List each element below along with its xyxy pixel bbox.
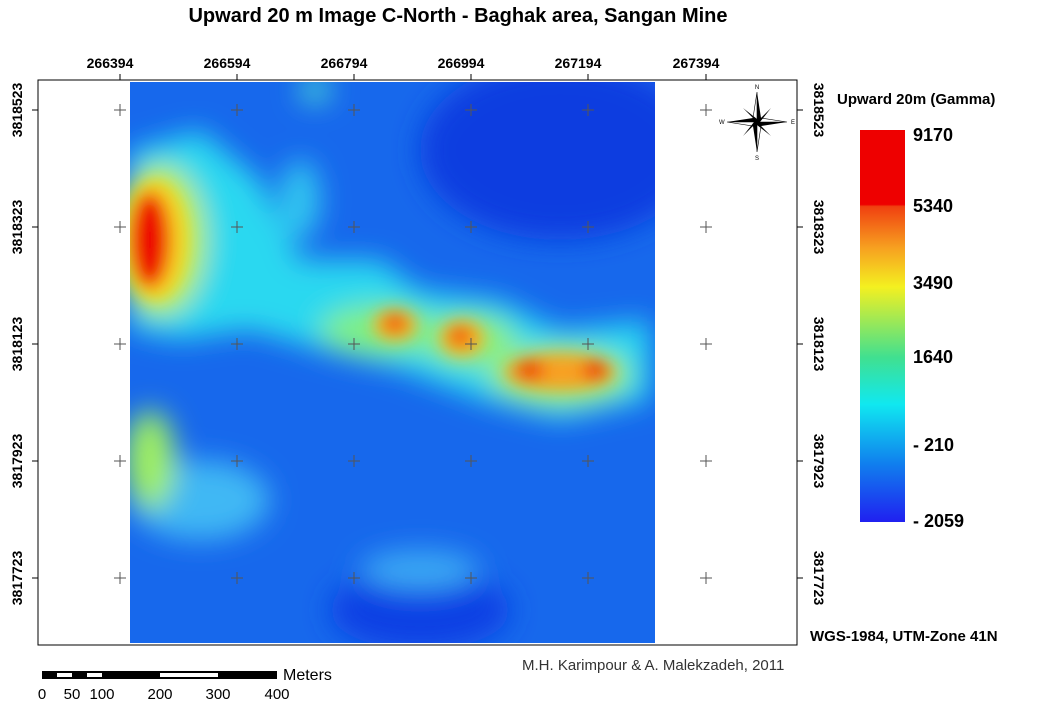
- grid-cross: [582, 455, 594, 467]
- scale-label: 400: [264, 686, 289, 703]
- left-coordinate: 3818523: [9, 83, 25, 138]
- north-arrow: N S E W: [719, 85, 795, 162]
- right-coordinate: 3818523: [811, 83, 827, 138]
- grid-cross: [348, 572, 360, 584]
- legend-label: - 210: [913, 435, 954, 455]
- right-coordinate: 3817723: [811, 551, 827, 606]
- right-coordinate: 3818123: [811, 317, 827, 372]
- scale-unit: Meters: [283, 667, 332, 684]
- left-coordinate: 3818323: [9, 200, 25, 255]
- grid-cross: [231, 104, 243, 116]
- left-coordinate: 3817723: [9, 551, 25, 606]
- grid-cross: [700, 104, 712, 116]
- grid-cross: [231, 221, 243, 233]
- gamma-image: [130, 82, 655, 643]
- scale-label: 200: [147, 686, 172, 703]
- grid-cross: [582, 338, 594, 350]
- grid-cross: [700, 221, 712, 233]
- top-coordinate: 266594: [204, 55, 251, 71]
- west-label: W: [719, 120, 725, 126]
- grid-cross: [114, 338, 126, 350]
- grid-cross: [465, 338, 477, 350]
- top-coordinate: 267194: [555, 55, 602, 71]
- left-coordinate: 3817923: [9, 434, 25, 489]
- legend-title: Upward 20m (Gamma): [837, 91, 995, 108]
- grid-cross: [700, 572, 712, 584]
- grid-cross: [700, 338, 712, 350]
- scale-bar: Meters: [42, 667, 332, 684]
- grid-cross: [465, 221, 477, 233]
- scale-label: 300: [205, 686, 230, 703]
- top-coordinate: 266394: [87, 55, 134, 71]
- grid-cross: [582, 572, 594, 584]
- grid-cross: [114, 572, 126, 584]
- grid-cross: [348, 455, 360, 467]
- grid-cross: [465, 104, 477, 116]
- grid-cross: [231, 338, 243, 350]
- scale-label: 0: [38, 686, 46, 703]
- scale-label: 100: [89, 686, 114, 703]
- grid-cross: [231, 572, 243, 584]
- projection: WGS-1984, UTM-Zone 41N: [810, 628, 998, 645]
- grid-cross: [231, 455, 243, 467]
- grid-cross: [348, 338, 360, 350]
- east-label: E: [791, 120, 795, 126]
- legend-label: 3490: [913, 273, 953, 293]
- grid-cross: [700, 455, 712, 467]
- grid-cross: [348, 221, 360, 233]
- grid-cross: [582, 104, 594, 116]
- scale-label: 50: [64, 686, 81, 703]
- top-coordinate: 266994: [438, 55, 485, 71]
- map-title: Upward 20 m Image C-North - Baghak area,…: [188, 5, 727, 27]
- grid-cross: [114, 221, 126, 233]
- south-label: S: [755, 156, 759, 162]
- grid-cross: [465, 572, 477, 584]
- legend-label: 5340: [913, 196, 953, 216]
- left-coordinate: 3818123: [9, 317, 25, 372]
- top-coordinate: 266794: [321, 55, 368, 71]
- grid-cross: [348, 104, 360, 116]
- legend-label: - 2059: [913, 511, 964, 531]
- legend-label: 9170: [913, 125, 953, 145]
- right-coordinate: 3818323: [811, 200, 827, 255]
- grid-cross: [582, 221, 594, 233]
- legend-color-ramp: [860, 130, 905, 522]
- north-label: N: [755, 85, 759, 91]
- grid-cross: [114, 104, 126, 116]
- legend-label: 1640: [913, 347, 953, 367]
- top-coordinate: 267394: [673, 55, 720, 71]
- grid-cross: [465, 455, 477, 467]
- credit: M.H. Karimpour & A. Malekzadeh, 2011: [522, 657, 784, 674]
- grid-cross: [114, 455, 126, 467]
- right-coordinate: 3817923: [811, 434, 827, 489]
